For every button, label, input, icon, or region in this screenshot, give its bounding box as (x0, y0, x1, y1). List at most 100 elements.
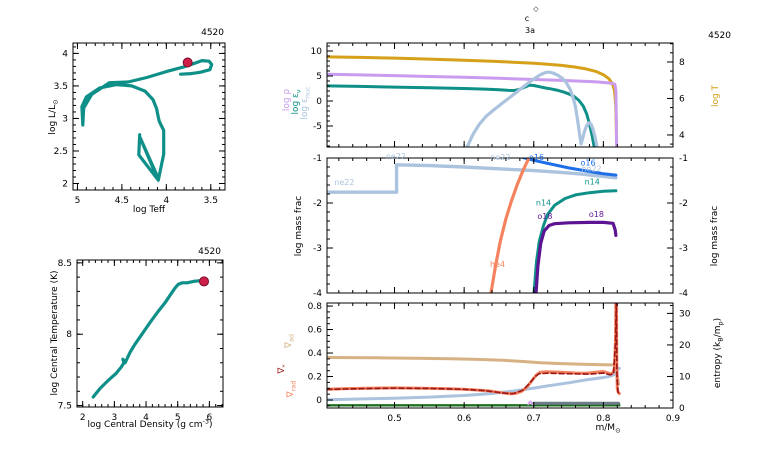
y-tick-label-left: 2 (62, 179, 68, 189)
x-tick-label: 0.6 (457, 414, 472, 424)
series-log-eps-nuc (465, 70, 599, 147)
iso-label-n14: n14 (536, 199, 551, 208)
y-tick-label-left: 3.5 (54, 82, 68, 92)
series-grad-rad (327, 303, 621, 396)
current-model-marker (182, 57, 193, 68)
y-axis-title: log Central Temperature (K) (50, 270, 60, 395)
y-tick-label-left: 0 (316, 396, 322, 406)
series-group (91, 279, 206, 399)
series-group (80, 58, 214, 182)
x-tick-label: 3 (112, 413, 118, 423)
chart-central_t_rho: 2 3 4 5 6 7.5 8 8.5 4520 log Central Density (g c… (50, 247, 224, 430)
x-tick-label: 4 (163, 196, 169, 206)
x-tick-label: 2 (80, 413, 86, 423)
axes-frame (326, 42, 674, 148)
y-tick-label-right: -4 (679, 289, 688, 299)
iso-label-ne22: ne22 (581, 165, 601, 174)
model-number: 4520 (708, 31, 731, 41)
y-tick-label-left: 0 (316, 97, 322, 107)
y-tick-label-left: 0.2 (308, 373, 322, 383)
axes-frame (326, 302, 674, 409)
y-tick-label-left: 4 (62, 49, 68, 59)
x-axis-title: log Teff (133, 205, 166, 215)
y-tick-label-right: 30 (679, 309, 691, 319)
x-tick-label: 6 (207, 413, 213, 423)
y-tick-label-left: 0.6 (308, 326, 323, 336)
y-tick-label-left: -2 (313, 199, 322, 209)
model-number: 4520 (198, 247, 221, 257)
iso-label-o16: o16 (529, 153, 544, 162)
y-axis-title-entropy: entropy (kB/mp) (713, 318, 725, 388)
series-o18 (534, 220, 618, 293)
x-tick-label: 0.9 (666, 414, 681, 424)
x-tick-label: 4 (143, 413, 149, 423)
y-tick-label-left: -3 (313, 244, 322, 254)
iso-label-ne22: ne22 (334, 178, 354, 187)
series-group (327, 55, 619, 147)
y-tick-label-right: 10 (679, 372, 691, 382)
y-axis-title-log-T: log T (711, 84, 721, 107)
burn-zone-label-c: c (525, 14, 529, 23)
y-axis-title: log L/L⊙ (48, 99, 60, 134)
y-axis-title-log-eps-nu: log εν (291, 89, 303, 114)
y-tick-label-right: 20 (679, 341, 691, 351)
y-tick-label-right: 4 (679, 131, 685, 141)
iso-label-o18: o18 (589, 210, 604, 219)
y-tick-label-left: 5 (316, 72, 322, 82)
iso-label-n14: n14 (585, 178, 600, 187)
y-tick-label-left: 3 (62, 114, 68, 124)
current-model-marker (198, 276, 209, 287)
series-n14 (532, 189, 618, 293)
y-tick-label-right: -2 (679, 199, 688, 209)
axes-frame (326, 157, 674, 294)
series-tc-rhoc-track (91, 279, 206, 399)
y-tick-label-left: -5 (313, 122, 322, 132)
y-axis-title-right: log mass frac (710, 206, 720, 266)
y-tick-label-left: 8 (66, 330, 72, 340)
y-tick-label-left: 0.4 (308, 349, 323, 359)
series-grad-star (327, 303, 621, 395)
series-hr-track (80, 58, 214, 182)
y-tick-label-left: -1 (313, 154, 322, 164)
series-group (327, 303, 621, 407)
y-tick-label-right: 8 (679, 58, 685, 68)
series-grad-ad (327, 356, 620, 386)
x-tick-label: 5 (175, 413, 181, 423)
x-axis-title: m/M⊙ (595, 423, 620, 435)
x-tick-label: 5 (75, 196, 81, 206)
chart-profile_gradients_entropy: 0.5 0.6 0.7 0.8 0.900.20.40.60.80102030∇ad∇*… (277, 302, 725, 435)
y-tick-label-left: 0.8 (308, 302, 323, 312)
y-axis-title-grad-star: ∇* (277, 364, 289, 375)
chart-hr_diagram: 5 4.5 4 3.5 2 2.5 3 3.5 4 4520 log Teff log L/L⊙ (48, 28, 226, 215)
series-mu-gradient-blip (527, 400, 534, 406)
series-group (327, 158, 618, 293)
series-log-rho (327, 72, 619, 147)
x-tick-label: 0.7 (527, 414, 541, 424)
y-tick-label-right: 6 (679, 94, 685, 104)
iso-label-o16: o16 (581, 159, 596, 168)
axes-frame (76, 259, 224, 408)
x-tick-label: 0.5 (387, 414, 401, 424)
y-axis-title-grad-rad: ∇rad (286, 381, 298, 399)
series-ne22 (327, 163, 618, 194)
y-axis-title-left: log mass frac (294, 196, 304, 256)
x-tick-label: 3.5 (204, 196, 218, 206)
series-he4 (489, 158, 532, 293)
y-tick-label-right: -3 (679, 244, 688, 254)
x-axis-title: log Central Density (g cm-3) (87, 417, 212, 430)
burn-zone-marker: ◇ (533, 5, 539, 13)
x-tick-label: 4.5 (115, 196, 129, 206)
y-tick-label-right: -1 (679, 154, 688, 164)
y-tick-label-left: 10 (311, 47, 323, 57)
iso-label-ne22: ne22 (490, 153, 510, 162)
y-axis-title-grad-ad: ∇ad (284, 334, 296, 349)
y-axis-title-log-rho: log ρ (282, 89, 292, 112)
model-number: 4520 (201, 28, 224, 38)
series-log-eps-nu (327, 83, 596, 147)
iso-label-ne22: ne22 (386, 152, 406, 161)
y-tick-label-left: -4 (313, 289, 322, 299)
